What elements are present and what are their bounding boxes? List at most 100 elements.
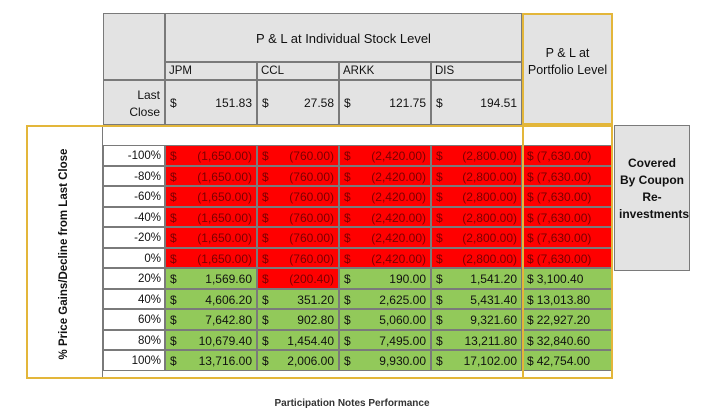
pnl-value: (2,420.00) [371,169,426,184]
portfolio-value: (7,630.00) [536,190,592,204]
pnl-cell: $ (1,650.00) [165,165,257,186]
currency-symbol: $ [527,292,534,307]
pnl-cell: $1,541.20 [431,268,522,289]
ticker-label: ARKK [343,65,375,77]
currency-symbol: $ [527,169,534,184]
portfolio-value: 3,100.40 [536,272,584,286]
currency-symbol: $ [344,354,351,368]
currency-symbol: $ [262,169,269,184]
currency-symbol: $ [436,313,443,327]
pnl-cell: $1,569.60 [165,268,257,289]
stock-level-title: P & L at Individual Stock Level [256,31,431,46]
currency-symbol: $ [170,313,177,327]
currency-symbol: $ [262,210,269,225]
ticker-header-dis: DIS [431,62,522,80]
pnl-cell: $4,606.20 [165,288,257,309]
currency-symbol: $ [170,149,177,163]
portfolio-cell: $42,754.00 [522,350,613,371]
pnl-cell: $2,625.00 [339,288,431,309]
currency-symbol: $ [170,251,177,266]
pnl-value: 10,679.40 [198,333,252,348]
pnl-value: 9,930.00 [379,354,426,368]
row-change-7: 40% [103,288,165,309]
portfolio-cell: $ (7,630.00) [522,186,613,207]
pnl-cell: $902.80 [257,309,339,330]
row-change-8: 60% [103,309,165,330]
portfolio-value: (7,630.00) [536,231,592,245]
row-change-4: -20% [103,227,165,248]
ticker-label: JPM [169,65,192,77]
last-close-label-cell: Last Close [103,80,165,125]
pnl-cell: $ (2,420.00) [339,206,431,227]
covered-note-text: Covered By Coupon Re-investments [619,156,690,221]
portfolio-cell: $ (7,630.00) [522,165,613,186]
currency-symbol: $ [344,333,351,348]
change-label: -80% [134,170,161,183]
pnl-cell: $ (2,800.00) [431,165,522,186]
pnl-value: 5,060.00 [379,313,426,327]
pnl-value: (760.00) [289,169,334,184]
currency-symbol: $ [170,190,177,204]
currency-symbol: $ [170,354,177,368]
pnl-value: 17,102.00 [463,354,517,368]
portfolio-cell: $ (7,630.00) [522,206,613,227]
currency-symbol: $ [344,272,351,286]
currency-symbol: $ [527,354,534,368]
pnl-value: (2,420.00) [371,231,426,245]
portfolio-value: (7,630.00) [536,149,592,163]
portfolio-value: 42,754.00 [536,354,591,368]
pnl-cell: $1,454.40 [257,329,339,350]
pnl-cell: $ (2,420.00) [339,247,431,268]
pnl-value: (1,650.00) [197,149,252,163]
portfolio-cell: $32,840.60 [522,329,613,350]
pnl-cell: $ (1,650.00) [165,247,257,268]
row-change-1: -80% [103,165,165,186]
ticker-label: CCL [261,65,285,77]
pnl-cell: $ (2,800.00) [431,206,522,227]
currency-symbol: $ [262,354,269,368]
change-label: 20% [137,273,161,285]
portfolio-value: 22,927.20 [536,313,591,327]
currency-symbol: $ [262,149,269,163]
change-label: 0% [144,252,161,265]
pnl-cell: $ (2,420.00) [339,145,431,166]
currency-symbol: $ [436,251,443,266]
pnl-cell: $17,102.00 [431,350,522,371]
currency-symbol: $ [527,333,534,348]
pnl-value: (2,420.00) [371,251,426,266]
currency-symbol: $ [527,210,534,225]
ticker-label: DIS [435,65,455,77]
pnl-cell: $9,321.60 [431,309,522,330]
pnl-cell: $ (1,650.00) [165,206,257,227]
row-change-5: 0% [103,247,165,268]
last-close-label: Last Close [129,88,160,119]
pnl-cell: $5,431.40 [431,288,522,309]
pnl-value: 1,569.60 [205,272,252,286]
pnl-cell: $ (200.40) [257,268,339,289]
pnl-value: (2,800.00) [462,149,517,163]
pnl-value: 351.20 [297,292,334,307]
pnl-value: (2,800.00) [462,210,517,225]
pnl-cell: $ (2,800.00) [431,186,522,207]
portfolio-cell: $3,100.40 [522,268,613,289]
portfolio-cell: $22,927.20 [522,309,613,330]
pnl-value: 902.80 [297,313,334,327]
pnl-cell: $ (2,800.00) [431,145,522,166]
last-close-arkk: $121.75 [339,80,431,125]
pnl-value: (2,420.00) [371,210,426,225]
pnl-value: 7,495.00 [379,333,426,348]
currency-symbol: $ [436,190,443,204]
pnl-value: (760.00) [289,190,334,204]
last-close-value: 121.75 [389,95,426,110]
pnl-value: (760.00) [289,231,334,245]
row-change-6: 20% [103,268,165,289]
currency-symbol: $ [170,169,177,184]
pnl-cell: $ (2,800.00) [431,247,522,268]
pnl-value: (2,800.00) [462,251,517,266]
portfolio-cell: $ (7,630.00) [522,145,613,166]
currency-symbol: $ [527,251,534,266]
pnl-value: 1,541.20 [470,272,517,286]
currency-symbol: $ [262,95,269,110]
row-change-10: 100% [103,350,165,371]
currency-symbol: $ [344,169,351,184]
